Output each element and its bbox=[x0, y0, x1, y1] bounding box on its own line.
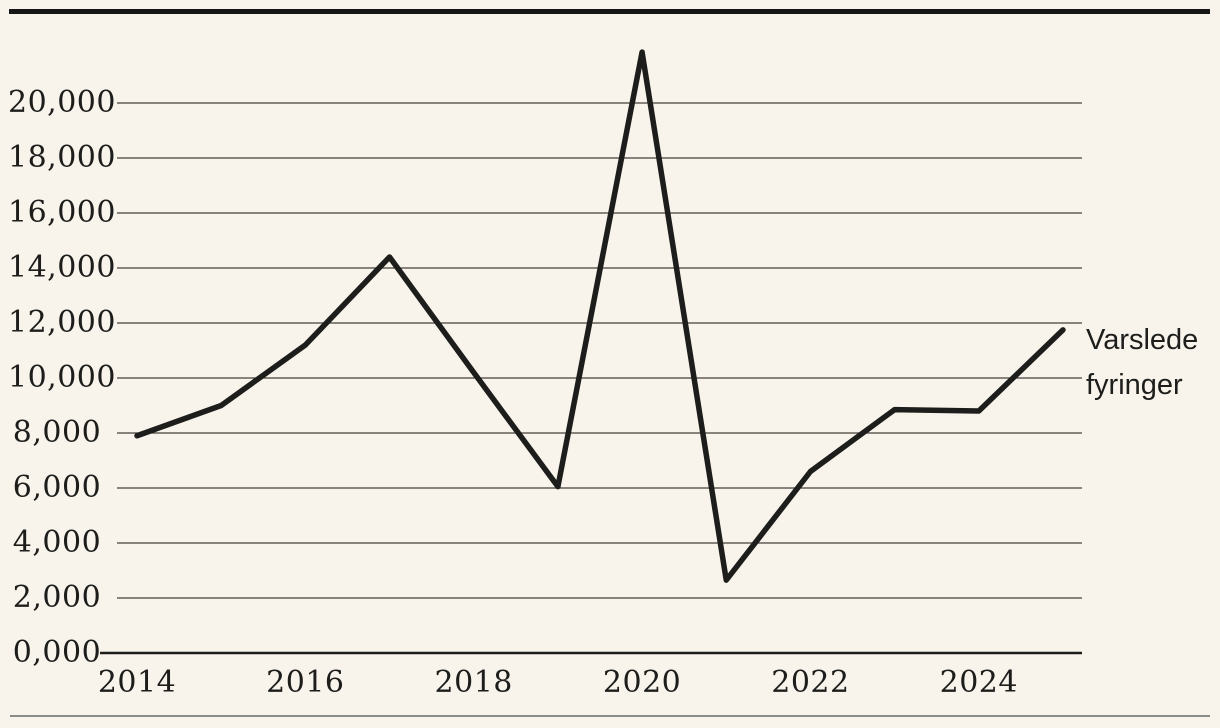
y-tick-label-4000: 4,000 bbox=[12, 525, 102, 560]
x-tick-label-2020: 2020 bbox=[602, 665, 682, 700]
x-tick-label-2016: 2016 bbox=[266, 665, 345, 700]
y-tick-label-12000: 12,000 bbox=[8, 305, 116, 340]
gridlines bbox=[117, 102, 1082, 599]
y-tick-label-0: 0,000 bbox=[12, 635, 102, 670]
y-tick-label-8000: 8,000 bbox=[12, 415, 102, 450]
y-tick-label-14000: 14,000 bbox=[8, 250, 116, 285]
y-tick-label-6000: 6,000 bbox=[12, 470, 102, 505]
y-tick-label-18000: 18,000 bbox=[8, 140, 116, 175]
y-tick-label-2000: 2,000 bbox=[12, 580, 102, 615]
y-tick-label-10000: 10,000 bbox=[8, 360, 116, 395]
y-tick-label-20000: 20,000 bbox=[8, 85, 116, 120]
top-rule bbox=[9, 9, 1210, 14]
x-tick-label-2014: 2014 bbox=[97, 665, 177, 700]
x-tick-label-2022: 2022 bbox=[771, 665, 850, 700]
series-line-varslede-fyringer bbox=[134, 49, 1066, 583]
series-label: Varslede fyringer bbox=[1086, 324, 1199, 401]
x-tick-label-2024: 2024 bbox=[939, 665, 1018, 700]
bottom-rule bbox=[10, 715, 1210, 717]
y-tick-label-16000: 16,000 bbox=[8, 195, 116, 230]
x-tick-label-2018: 2018 bbox=[434, 665, 513, 700]
